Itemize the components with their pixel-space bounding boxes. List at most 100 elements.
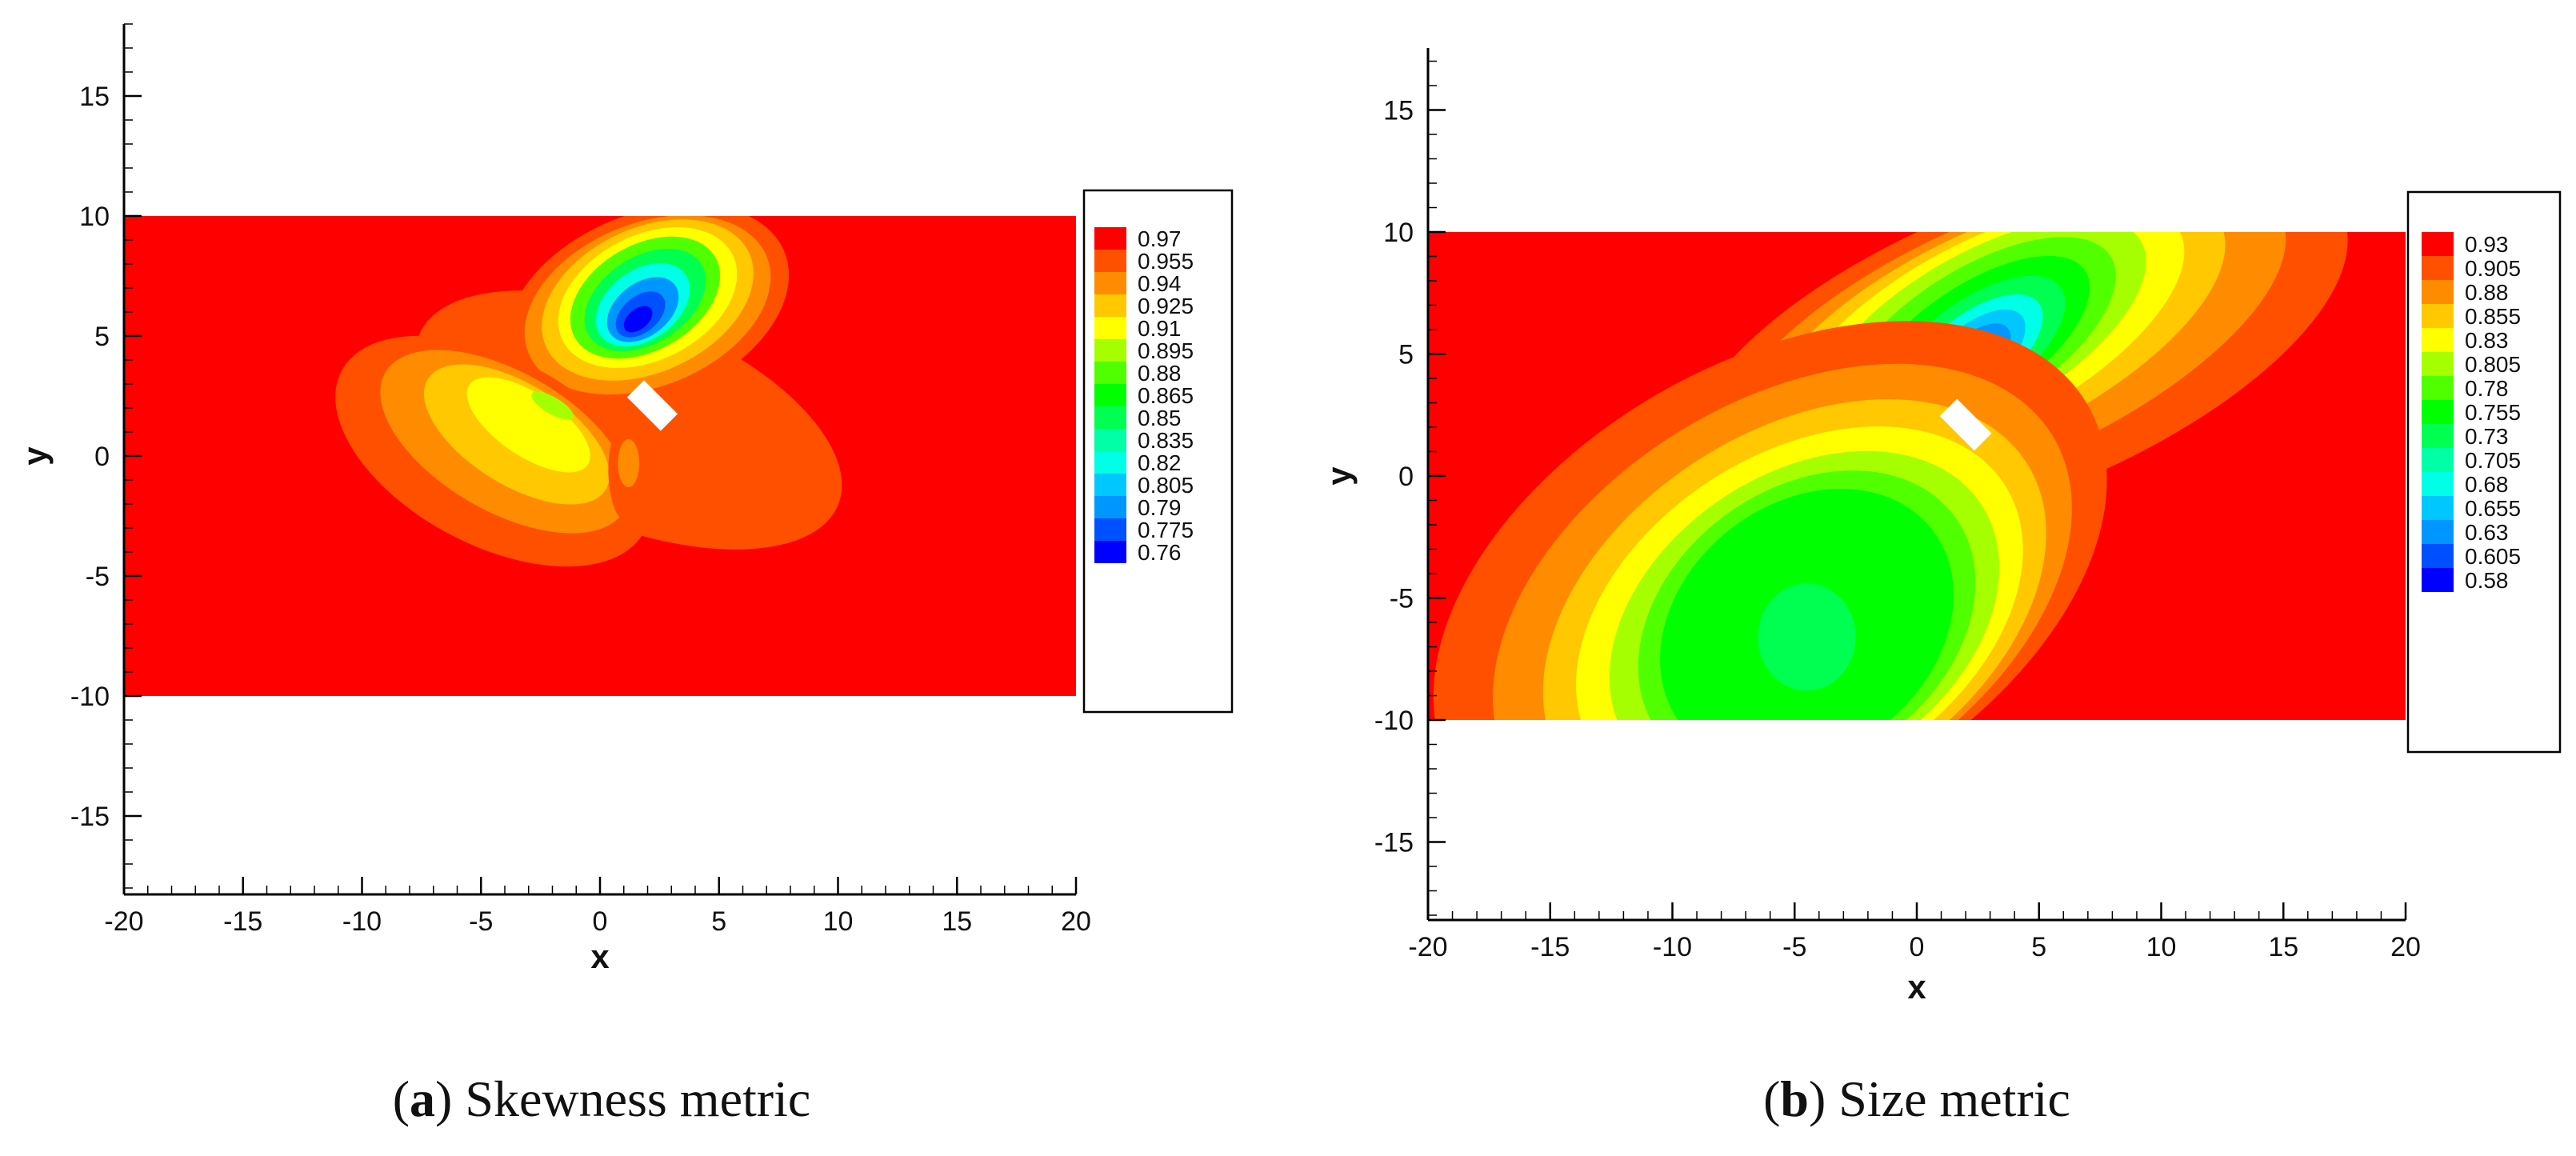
axes-a: -20 -15 -10 -5 0 5 10 15 20 -15 -10 -5 0 5 10 15 xyxy=(70,23,1091,937)
legend-swatch-a xyxy=(1094,496,1126,518)
legend-label-b: 0.605 xyxy=(2465,544,2521,569)
legend-label-a: 0.835 xyxy=(1138,428,1194,453)
legend-swatch-a xyxy=(1094,429,1126,451)
legend-label-a: 0.865 xyxy=(1138,383,1194,408)
legend-swatch-a xyxy=(1094,451,1126,474)
x-tick-label-b: 15 xyxy=(2268,932,2298,962)
legend-label-b: 0.58 xyxy=(2465,568,2509,593)
legend-swatch-a xyxy=(1094,541,1126,563)
legend-swatch-b xyxy=(2422,472,2454,496)
legend-label-a: 0.97 xyxy=(1138,226,1182,251)
legend-a: 0.970.9550.940.9250.910.8950.880.8650.85… xyxy=(1082,189,1234,714)
contour-bands-a xyxy=(335,216,842,567)
caption-b: (b) Size metric xyxy=(1763,1070,2070,1127)
x-tick-label-b: 0 xyxy=(1910,932,1925,962)
y-tick-label-a: 10 xyxy=(79,202,110,232)
legend-label-b: 0.63 xyxy=(2465,520,2509,545)
x-tick-label-b: 20 xyxy=(2390,932,2421,962)
legend-swatch-b xyxy=(2422,328,2454,352)
legend-swatch-a xyxy=(1094,317,1126,339)
x-tick-label-b: 5 xyxy=(2031,932,2046,962)
legend-label-b: 0.73 xyxy=(2465,424,2509,449)
legend-swatch-a xyxy=(1094,406,1126,429)
x-tick-label-b: -20 xyxy=(1408,932,1447,962)
legend-label-a: 0.91 xyxy=(1138,316,1182,341)
legend-label-b: 0.805 xyxy=(2465,352,2521,377)
legend-label-b: 0.88 xyxy=(2465,280,2509,305)
legend-label-a: 0.76 xyxy=(1138,540,1182,565)
y-tick-label-b: 15 xyxy=(1383,96,1414,126)
x-tick-label-a: -15 xyxy=(223,906,262,937)
x-tick-label-a: -10 xyxy=(342,906,382,937)
y-tick-label-b: 10 xyxy=(1383,218,1414,248)
legend-swatch-a xyxy=(1094,339,1126,362)
legend-swatch-b xyxy=(2422,280,2454,304)
legend-swatch-b xyxy=(2422,448,2454,472)
y-tick-label-a: -15 xyxy=(70,802,110,832)
legend-swatch-b xyxy=(2422,424,2454,448)
y-axis-label-b: y xyxy=(1320,466,1358,486)
legend-label-a: 0.805 xyxy=(1138,473,1194,498)
legend-swatch-b xyxy=(2422,376,2454,400)
x-tick-label-a: 0 xyxy=(593,906,608,937)
legend-label-b: 0.83 xyxy=(2465,328,2509,353)
legend-label-a: 0.925 xyxy=(1138,294,1194,318)
y-tick-label-a: -5 xyxy=(86,562,110,592)
axes-b: -20 -15 -10 -5 0 5 10 15 20 -15 -10 -5 0 5 10 15 xyxy=(1374,48,2421,962)
legend-label-b: 0.855 xyxy=(2465,304,2521,329)
legend-label-a: 0.88 xyxy=(1138,361,1182,386)
caption-a-label: a xyxy=(410,1070,435,1127)
caption-b-label: b xyxy=(1780,1070,1809,1127)
y-tick-label-a: 0 xyxy=(94,442,110,472)
caption-a-text: Skewness metric xyxy=(465,1070,810,1127)
legend-label-a: 0.955 xyxy=(1138,249,1194,274)
legend-label-b: 0.655 xyxy=(2465,496,2521,521)
legend-label-b: 0.78 xyxy=(2465,376,2509,401)
legend-b: 0.930.9050.880.8550.830.8050.780.7550.73… xyxy=(2406,190,2562,754)
caption-b-text: Size metric xyxy=(1838,1070,2070,1127)
legend-label-a: 0.85 xyxy=(1138,406,1182,430)
legend-swatch-a xyxy=(1094,294,1126,317)
x-tick-label-b: -10 xyxy=(1653,932,1692,962)
legend-label-b: 0.755 xyxy=(2465,400,2521,425)
legend-label-a: 0.94 xyxy=(1138,271,1182,296)
y-tick-label-b: -15 xyxy=(1374,828,1414,858)
y-axis-label-a: y xyxy=(16,446,54,466)
legend-label-a: 0.775 xyxy=(1138,518,1194,542)
contour-band-a-14 xyxy=(466,377,590,473)
x-axis-label-a: x xyxy=(590,938,610,975)
legend-swatch-b xyxy=(2422,568,2454,592)
y-tick-label-a: 5 xyxy=(94,322,110,352)
caption-a: (a) Skewness metric xyxy=(393,1070,811,1127)
contour-band-a-17 xyxy=(618,439,640,487)
x-axis-label-b: x xyxy=(1907,968,1926,1006)
x-tick-label-a: 20 xyxy=(1061,906,1091,937)
legend-swatch-b xyxy=(2422,256,2454,280)
x-tick-label-b: -15 xyxy=(1530,932,1570,962)
legend-swatch-a xyxy=(1094,474,1126,496)
legend-swatch-b xyxy=(2422,496,2454,520)
legend-label-a: 0.82 xyxy=(1138,450,1182,475)
contour-bands-b xyxy=(1433,232,2348,720)
obstacle-a xyxy=(626,380,678,431)
contour-band-a-15 xyxy=(531,391,574,420)
legend-label-b: 0.93 xyxy=(2465,232,2509,257)
legend-swatch-b xyxy=(2422,544,2454,568)
legend-label-b: 0.68 xyxy=(2465,472,2509,497)
legend-swatch-b xyxy=(2422,520,2454,544)
x-tick-label-a: 15 xyxy=(942,906,972,937)
contour-plot-b xyxy=(1428,232,2406,720)
legend-swatch-b xyxy=(2422,232,2454,256)
legend-swatch-b xyxy=(2422,352,2454,376)
legend-label-a: 0.79 xyxy=(1138,495,1182,520)
legend-label-b: 0.905 xyxy=(2465,256,2521,281)
x-tick-label-a: -5 xyxy=(469,906,493,937)
contour-band-b-20 xyxy=(1758,583,1856,691)
y-tick-label-b: -10 xyxy=(1374,706,1414,736)
y-tick-label-a: 15 xyxy=(79,82,110,112)
legend-swatch-a xyxy=(1094,227,1126,250)
y-tick-label-b: -5 xyxy=(1390,584,1414,614)
legend-swatch-a xyxy=(1094,250,1126,272)
